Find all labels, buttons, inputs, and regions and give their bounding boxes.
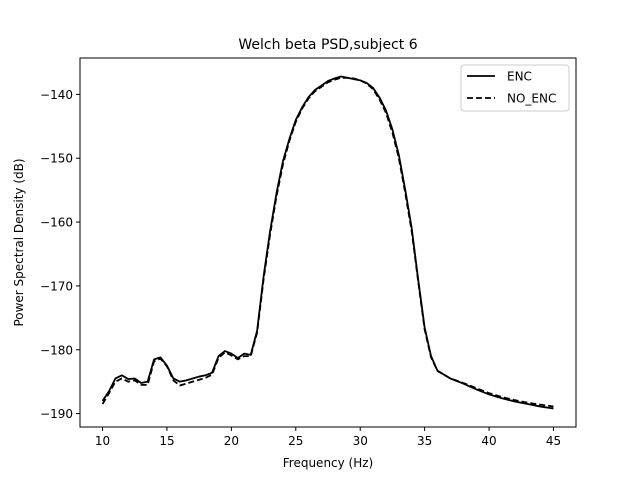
x-tick-label: 45 (546, 434, 561, 448)
x-axis: 10 15 20 25 30 35 40 45 (95, 427, 561, 448)
x-tick-label: 35 (417, 434, 432, 448)
x-tick-label: 30 (353, 434, 368, 448)
x-tick-label: 20 (224, 434, 239, 448)
y-tick-label: −160 (40, 216, 73, 230)
y-axis: −190 −180 −170 −160 −150 −140 (40, 88, 80, 421)
series-layer (101, 75, 554, 410)
legend-label-enc: ENC (507, 70, 532, 84)
y-tick-label: −140 (40, 88, 73, 102)
x-tick-label: 10 (95, 434, 110, 448)
y-axis-label: Power Spectral Density (dB) (12, 158, 26, 326)
x-tick-label: 40 (481, 434, 496, 448)
y-tick-label: −180 (40, 343, 73, 357)
y-tick-label: −190 (40, 407, 73, 421)
x-axis-label: Frequency (Hz) (283, 456, 374, 470)
y-tick-label: −150 (40, 152, 73, 166)
x-tick-label: 25 (288, 434, 303, 448)
chart-title: Welch beta PSD,subject 6 (238, 37, 417, 53)
legend-label-no-enc: NO_ENC (507, 92, 556, 106)
y-tick-label: −170 (40, 279, 73, 293)
legend: ENC NO_ENC (460, 64, 570, 112)
series-line-no-enc (101, 76, 554, 408)
plot-frame (79, 57, 577, 428)
x-tick-label: 15 (159, 434, 174, 448)
